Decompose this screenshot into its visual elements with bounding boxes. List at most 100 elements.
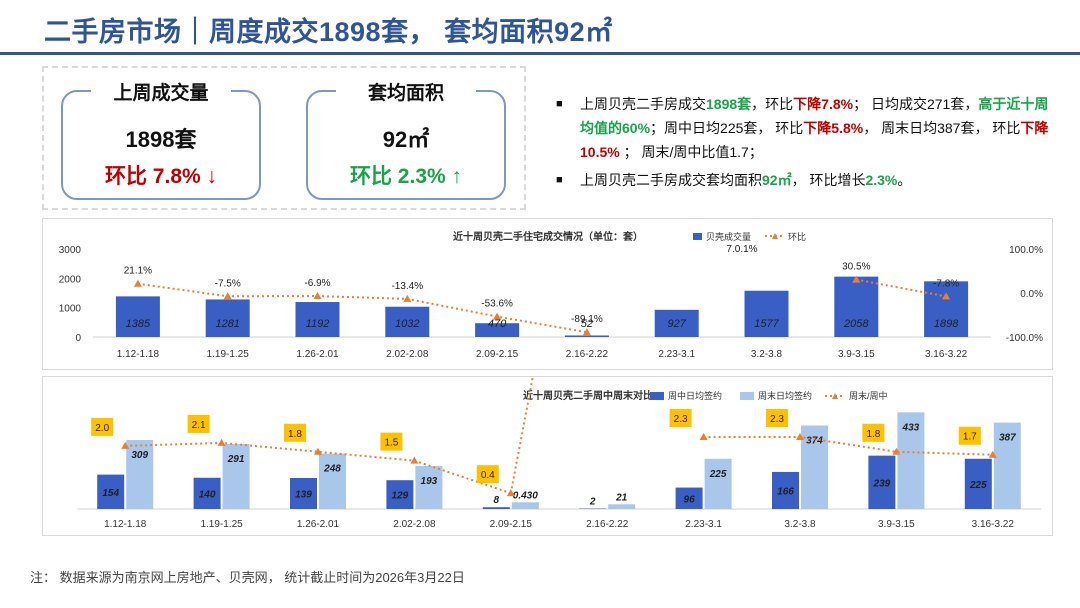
line-marker <box>699 433 708 440</box>
line-value-label: -7.5% <box>215 278 241 289</box>
summary-note-volume: 上周贝壳二手房成交1898套，环比下降7.8%； 日均成交271套，高于近十周均… <box>556 92 1056 164</box>
ratio-label-box <box>476 465 499 484</box>
line-value-label: 2.3 <box>674 414 688 425</box>
ratio-label-box <box>862 423 885 442</box>
bar-weekend <box>319 453 346 509</box>
note-highlight: 92㎡ <box>762 172 792 188</box>
legend-swatch-weekend <box>740 392 754 400</box>
kpi-panel <box>42 66 526 210</box>
line-marker <box>133 279 142 287</box>
x-tick-label: 2.02-2.08 <box>386 349 429 360</box>
bar-weekend <box>897 412 925 509</box>
line-marker <box>313 292 322 300</box>
x-tick-label: 3.9-3.15 <box>878 519 915 530</box>
bar-value-label: 1281 <box>215 318 239 330</box>
bar-weekend <box>993 422 1021 509</box>
bar-value-label: 129 <box>392 491 409 502</box>
bar-value-label: 2058 <box>843 318 869 330</box>
legend-swatch-weekday <box>650 392 664 400</box>
bar-weekend <box>608 504 636 509</box>
line-marker <box>942 292 951 300</box>
chart-weekday-weekend-frame: 近十周贝壳二手周中周末对比 154 140 139 129 8 2 96 166 239 225 30… <box>42 376 1053 536</box>
bar-value-label: 96 <box>684 494 696 505</box>
line-marker <box>121 441 130 449</box>
bar-value-label: 21 <box>615 492 628 503</box>
ratio-label-box <box>958 426 981 445</box>
chart-weekly-volume: 近十周贝壳二手住宅成交情况（单位：套） 0 1000 2000 3000 100.0% 0.… <box>59 230 1043 360</box>
x-tick-label: 1.19-1.25 <box>200 519 243 530</box>
x-tick-label: 1.12-1.18 <box>117 349 160 360</box>
bar-volume <box>385 306 430 337</box>
x-tick-label: 3.16-3.22 <box>972 519 1015 530</box>
kpi-label: 套均面积 <box>336 78 476 105</box>
x-tick-label: 1.26-2.01 <box>296 349 339 360</box>
bar-volume <box>295 302 340 337</box>
bar-value-label: 248 <box>323 464 341 475</box>
note-highlight: 高于近十周均值的60% <box>580 96 1049 136</box>
line-marker <box>217 438 226 446</box>
note-text: ， 周末日均387套， 环比 <box>863 120 1021 136</box>
series-line-ratio <box>703 436 993 456</box>
bar-weekday <box>868 455 896 509</box>
bar-value-label: 225 <box>709 469 727 480</box>
bar-weekend <box>511 502 539 509</box>
page-title: 二手房市场｜周度成交1898套， 套均面积92㎡ <box>44 17 613 47</box>
line-value-label: -53.6% <box>481 299 513 310</box>
bar-value-label: 239 <box>873 478 891 489</box>
note-text: ，环比 <box>751 96 794 112</box>
line-value-label: -13.4% <box>391 281 423 292</box>
kpi-change-up: 环比 2.3% ↑ <box>349 165 463 188</box>
ratio-label-box <box>380 432 403 451</box>
kpi-value: 1898套 <box>125 127 197 152</box>
bar-weekday <box>964 458 992 509</box>
bar-value-label: 387 <box>999 433 1016 444</box>
chart-weekly-volume-frame: 近十周贝壳二手住宅成交情况（单位：套） 0 1000 2000 3000 100.0% 0.… <box>42 218 1053 370</box>
chart-weekday-weekend: 近十周贝壳二手周中周末对比 154 140 139 129 8 2 96 166 239 225 30… <box>77 377 1041 530</box>
y-left-tick-label: 2000 <box>59 274 82 285</box>
ratio-label-box <box>91 417 114 436</box>
line-value-label: 1.8 <box>866 429 880 440</box>
x-tick-label: 2.23-3.1 <box>685 519 722 530</box>
note-highlight: 下降10.5% <box>580 120 1049 160</box>
line-marker <box>852 275 861 283</box>
note-text: 上周贝壳二手房成交 <box>580 96 706 112</box>
ratio-label-box <box>766 409 788 427</box>
x-tick-label: 1.12-1.18 <box>104 519 147 530</box>
series-line-wow <box>856 278 947 298</box>
line-marker <box>223 292 232 300</box>
y-right-tick-label: -100.0% <box>1006 333 1043 344</box>
note-highlight: 下降7.8% <box>793 96 854 112</box>
bar-volume <box>924 281 969 337</box>
line-marker <box>403 294 412 302</box>
bar-volume <box>564 335 609 337</box>
ratio-label-box <box>669 409 692 427</box>
bar-volume <box>834 276 879 337</box>
note-text: ； 周末/周中比值1.7； <box>619 144 763 160</box>
legend-label: 贝壳成交量 <box>706 231 751 242</box>
line-value-label: 1.5 <box>384 438 398 449</box>
bar-value-label: 0.430 <box>513 490 538 501</box>
line-marker <box>582 328 591 336</box>
bar-value-label: 166 <box>777 486 794 497</box>
bar-volume <box>475 323 520 337</box>
bar-volume <box>654 309 699 337</box>
bar-weekend <box>415 465 443 509</box>
bar-weekday <box>290 477 317 509</box>
x-tick-label: 3.16-3.22 <box>925 349 968 360</box>
bar-value-label: 291 <box>227 454 245 465</box>
bullet-square-icon <box>556 92 580 164</box>
bar-value-label: 1898 <box>934 318 959 330</box>
bar-value-label: 927 <box>668 318 687 330</box>
x-tick-label: 2.02-2.08 <box>393 519 436 530</box>
bar-value-label: 52 <box>581 318 593 330</box>
bar-weekend <box>222 444 250 509</box>
note-highlight: 1898套 <box>706 96 752 112</box>
legend-label: 周末/周中 <box>849 390 888 401</box>
bar-weekday <box>193 477 221 509</box>
line-value-label: 2.1 <box>192 420 206 431</box>
y-left-tick-label: 1000 <box>59 304 82 315</box>
bar-value-label: 140 <box>199 489 216 500</box>
bar-value-label: 225 <box>969 480 987 491</box>
bar-volume <box>115 296 160 337</box>
bar-value-label: 154 <box>102 488 119 499</box>
